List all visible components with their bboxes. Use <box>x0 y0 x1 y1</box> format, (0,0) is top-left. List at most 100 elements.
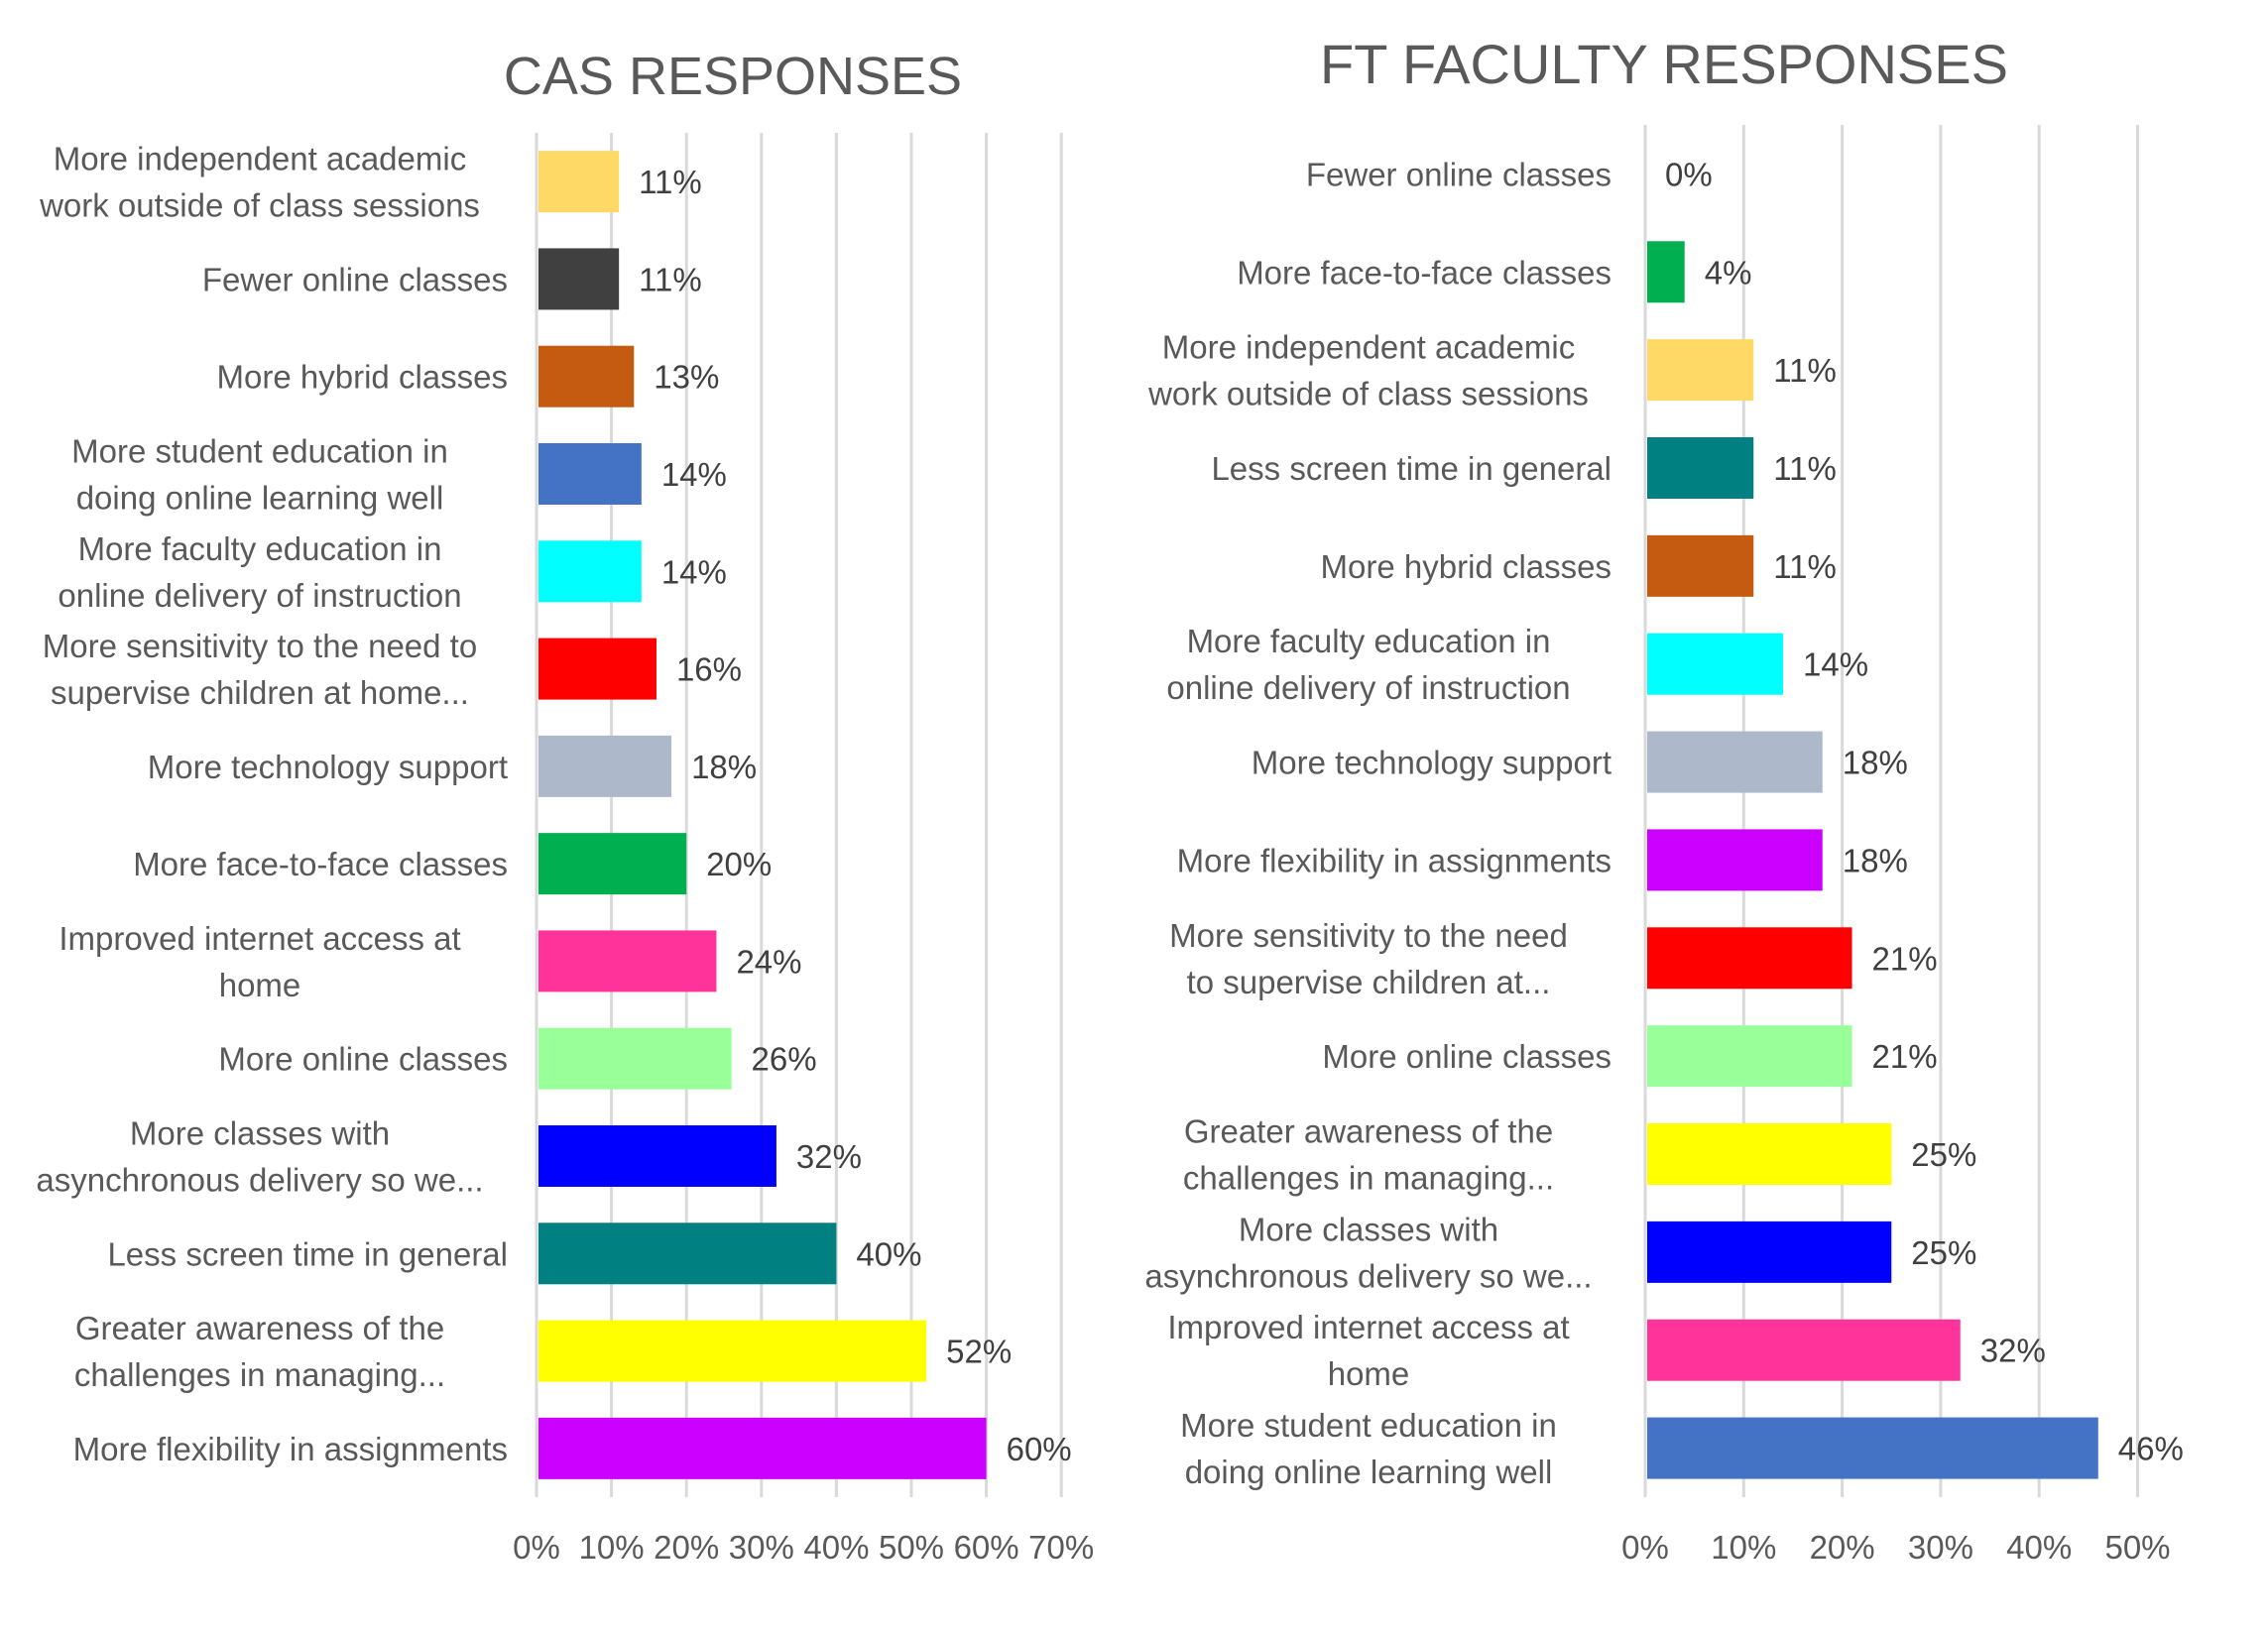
category-label-line: More sensitivity to the need <box>1169 917 1568 954</box>
category-label-line: Improved internet access at <box>1167 1309 1569 1345</box>
category-label: Fewer online classes <box>202 261 508 297</box>
bar <box>1647 437 1754 499</box>
category-label-line: More independent academic <box>1162 329 1575 366</box>
category-label-line: More faculty education in <box>78 530 442 567</box>
category-label: More sensitivity to the need to supervise… <box>43 628 477 711</box>
bar <box>1647 829 1823 891</box>
data-label: 18% <box>1843 842 1908 878</box>
x-axis: 0% 10% 20% 30% 40% 50% <box>1621 1529 2170 1566</box>
bars: 0% 4% 11% 11% 11% 14% 18% 18% 21% 21% 25% 25% 32% 46% <box>1647 156 2184 1479</box>
y-axis-labels: Fewer online classes More face-to-face cl… <box>1144 156 1611 1490</box>
gridlines <box>535 133 1063 1497</box>
x-tick-label: 40% <box>2006 1529 2072 1566</box>
data-label: 18% <box>691 749 757 785</box>
data-label: 14% <box>661 553 727 590</box>
bar <box>538 735 672 797</box>
category-label-line: More sensitivity to the need to <box>43 628 477 664</box>
category-label-line: More flexibility in assignments <box>1177 842 1611 878</box>
x-axis: 0% 10% 20% 30% 40% 50% 60% 70% <box>513 1529 1094 1566</box>
x-tick-label: 50% <box>879 1529 944 1566</box>
bar <box>1647 1417 2098 1479</box>
data-label: 25% <box>1911 1234 1976 1271</box>
category-label-line: More student education in <box>71 433 448 470</box>
bar <box>1647 1221 1892 1283</box>
data-label: 0% <box>1665 156 1713 192</box>
category-label: More student education in doing online le… <box>71 433 448 517</box>
x-tick-label: 40% <box>803 1529 869 1566</box>
data-label: 32% <box>796 1138 862 1175</box>
category-label: More technology support <box>148 749 508 785</box>
x-tick-label: 60% <box>954 1529 1019 1566</box>
category-label-line: More hybrid classes <box>1321 548 1611 585</box>
category-label-line: More student education in <box>1180 1407 1557 1444</box>
data-label: 11% <box>639 261 702 297</box>
bar <box>538 1027 732 1090</box>
data-label: 11% <box>1773 450 1837 487</box>
category-label: More student education in doing online le… <box>1180 1407 1557 1490</box>
category-label: More classes with asynchronous delivery s… <box>36 1115 483 1199</box>
bar <box>538 345 635 408</box>
category-label-line: supervise children at home... <box>51 674 469 711</box>
category-label: Improved internet access at home <box>59 920 460 1003</box>
category-label-line: doing online learning well <box>1185 1454 1553 1490</box>
gridlines <box>1643 125 2139 1497</box>
category-label-line: More technology support <box>1252 745 1611 781</box>
data-label: 24% <box>736 943 801 980</box>
bar <box>538 1417 987 1479</box>
category-label-line: More face-to-face classes <box>1237 254 1611 291</box>
x-tick-label: 10% <box>1711 1529 1776 1566</box>
category-label: More online classes <box>218 1041 508 1078</box>
data-label: 26% <box>752 1041 817 1078</box>
data-label: 46% <box>2118 1431 2184 1467</box>
category-label: Less screen time in general <box>107 1235 508 1272</box>
data-label: 14% <box>1803 646 1868 683</box>
category-label-line: asynchronous delivery so we... <box>36 1162 483 1199</box>
category-label-line: challenges in managing... <box>1183 1160 1554 1197</box>
category-label: Fewer online classes <box>1306 156 1611 192</box>
x-tick-label: 70% <box>1028 1529 1094 1566</box>
category-label-line: More online classes <box>218 1041 508 1078</box>
category-label: Less screen time in general <box>1211 450 1611 487</box>
chart-title: FT FACULTY RESPONSES <box>1320 33 2008 95</box>
data-label: 32% <box>1980 1333 2046 1369</box>
bar <box>1647 927 1852 990</box>
bar <box>538 1125 776 1187</box>
data-label: 16% <box>676 651 742 688</box>
category-label-line: More classes with <box>1239 1211 1498 1247</box>
bar <box>538 151 620 213</box>
category-label-line: home <box>1328 1355 1410 1392</box>
category-label-line: doing online learning well <box>76 480 444 517</box>
category-label: More faculty education in online delivery… <box>1166 623 1570 706</box>
x-tick-label: 0% <box>513 1529 560 1566</box>
chart-title: CAS RESPONSES <box>504 47 962 106</box>
y-axis-labels: More independent academic work outside of… <box>36 141 508 1467</box>
category-label: More online classes <box>1322 1038 1611 1075</box>
category-label: More faculty education in online delivery… <box>58 530 461 614</box>
category-label-line: More hybrid classes <box>217 359 508 396</box>
x-tick-label: 20% <box>1810 1529 1875 1566</box>
category-label: More flexibility in assignments <box>1177 842 1611 878</box>
category-label-line: home <box>219 967 301 1003</box>
data-label: 25% <box>1911 1136 1976 1173</box>
data-label: 21% <box>1872 940 1938 977</box>
category-label-line: Less screen time in general <box>107 1235 508 1272</box>
category-label: More hybrid classes <box>1321 548 1611 585</box>
category-label-line: Greater awareness of the <box>75 1310 444 1346</box>
category-label-line: to supervise children at... <box>1187 964 1551 1000</box>
data-label: 4% <box>1705 254 1752 291</box>
bar <box>538 833 687 895</box>
bar <box>538 1223 837 1285</box>
cas-responses-chart: CAS RESPONSES 0% 10% 20% 30% 40% 50% 60% 70%11%… <box>36 47 1094 1566</box>
category-label-line: asynchronous delivery so we... <box>1144 1257 1592 1294</box>
bar <box>538 248 620 310</box>
data-label: 11% <box>1773 548 1837 585</box>
bar <box>1647 1123 1892 1185</box>
ft-faculty-responses-chart: FT FACULTY RESPONSES 0% 10% 20% 30% 40% 50%0%… <box>1144 33 2183 1566</box>
category-label-line: Fewer online classes <box>202 261 508 297</box>
category-label: More face-to-face classes <box>1237 254 1611 291</box>
data-label: 40% <box>856 1235 921 1272</box>
category-label: Greater awareness of the challenges in ma… <box>74 1310 445 1393</box>
category-label: More hybrid classes <box>217 359 508 396</box>
data-label: 13% <box>654 359 719 396</box>
category-label: More classes with asynchronous delivery s… <box>1144 1211 1592 1294</box>
